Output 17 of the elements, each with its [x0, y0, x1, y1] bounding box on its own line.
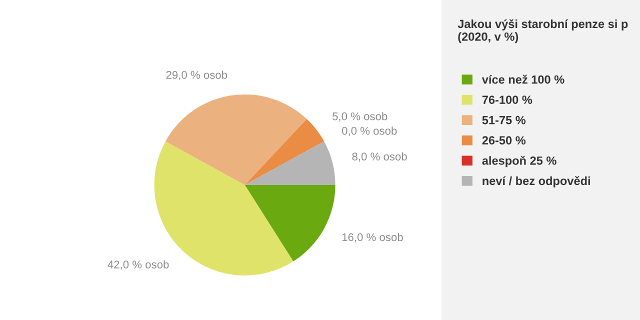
legend-label: neví / bez odpovědi: [482, 176, 590, 188]
legend-label: 26-50 %: [482, 136, 526, 145]
data-label: 5,0 % osob: [332, 112, 388, 122]
legend-label: 51-75 %: [482, 116, 526, 124]
legend-label: 76-100 %: [482, 96, 532, 104]
data-label: 29,0 % osob: [166, 70, 228, 80]
pie-slice: [244, 141, 336, 185]
pie-slice: [244, 184, 336, 262]
data-label: 42,0 % osob: [108, 260, 169, 270]
data-label: 8,0 % osob: [352, 152, 407, 162]
legend-label: více než 100 %: [482, 74, 564, 84]
legend-label: alespoň 25 %: [482, 156, 556, 168]
data-label: 16,0 % osob: [342, 232, 403, 242]
text: 0,0 % osob: [342, 126, 397, 136]
pie-slice: [244, 118, 324, 185]
pie-slice: [165, 94, 307, 185]
text: Jakou výši starobní penze si p (2020, v %): [458, 19, 628, 44]
